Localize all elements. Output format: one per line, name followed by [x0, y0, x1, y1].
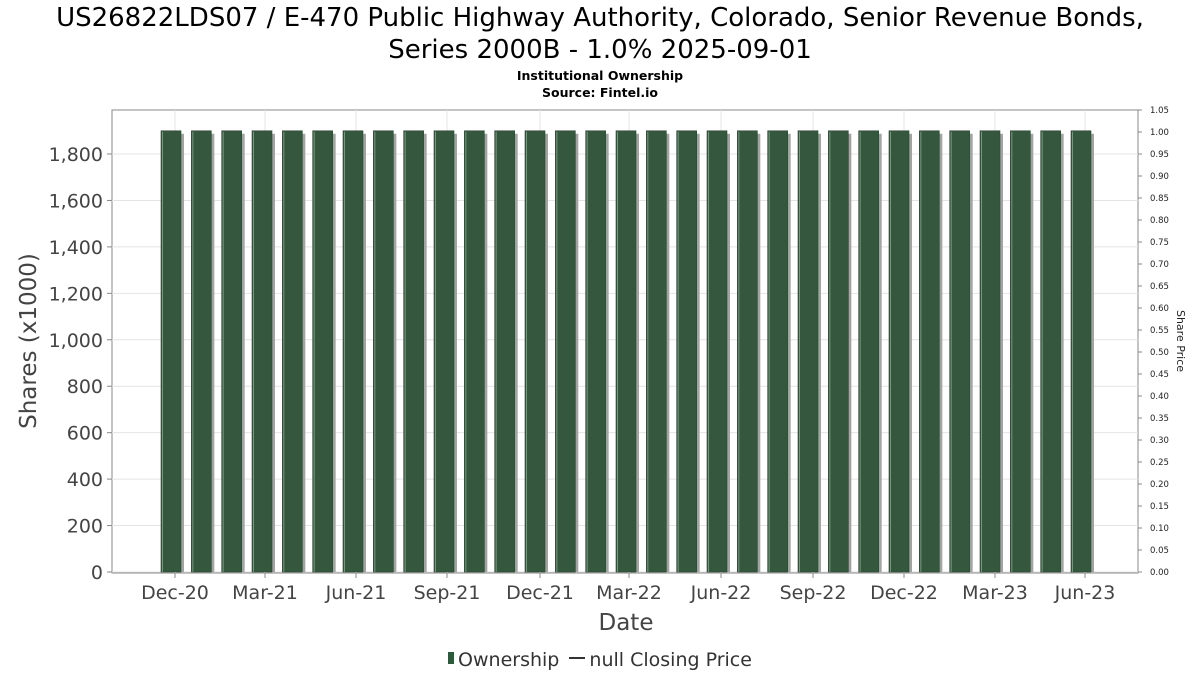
y-tick-label: 0: [91, 562, 103, 584]
bar-ownership[interactable]: [1010, 130, 1034, 573]
y2-tick-label: 0.95: [1150, 150, 1169, 160]
x-tick-label: Mar-22: [596, 582, 662, 604]
chart-source: Source: Fintel.io: [542, 85, 658, 100]
bar-ownership[interactable]: [706, 130, 730, 573]
y-tick-label: 1,200: [49, 283, 103, 305]
bar-ownership[interactable]: [828, 130, 852, 573]
bar-ownership[interactable]: [797, 130, 821, 573]
y-axis-label: Shares (x1000): [16, 253, 42, 429]
y2-tick-label: 0.90: [1150, 172, 1169, 182]
y2-tick-label: 0.00: [1150, 568, 1169, 578]
bar-ownership[interactable]: [433, 130, 457, 573]
y2-tick-label: 0.05: [1150, 546, 1169, 556]
legend-item-ownership[interactable]: Ownership: [448, 649, 559, 671]
bar-ownership[interactable]: [191, 130, 215, 573]
y-tick-label: 400: [67, 469, 103, 491]
chart-title-line-2: Series 2000B - 1.0% 2025-09-01: [388, 35, 812, 65]
x-tick-label: Mar-21: [232, 582, 298, 604]
bar-ownership[interactable]: [160, 130, 184, 573]
x-tick-label: Jun-21: [325, 582, 387, 604]
x-tick-label: Dec-20: [141, 582, 209, 604]
bar-ownership[interactable]: [221, 130, 245, 573]
y2-tick-label: 0.55: [1150, 326, 1169, 336]
y2-tick-label: 1.00: [1150, 128, 1169, 138]
bar-ownership[interactable]: [464, 130, 488, 573]
x-tick-label: Sep-22: [780, 582, 847, 604]
y2-tick-label: 0.85: [1150, 194, 1169, 204]
y2-tick-label: 0.70: [1150, 260, 1169, 270]
y2-tick-label: 0.25: [1150, 458, 1169, 468]
bar-ownership[interactable]: [312, 130, 336, 573]
bar-ownership[interactable]: [251, 130, 275, 573]
x-tick-label: Sep-21: [414, 582, 481, 604]
y2-tick-label: 0.45: [1150, 370, 1169, 380]
x-tick-label: Jun-22: [690, 582, 752, 604]
bar-ownership[interactable]: [919, 130, 943, 573]
y2-tick-label: 0.15: [1150, 502, 1169, 512]
x-axis-ticks: Dec-20 Mar-21 Jun-21 Sep-21 Dec-21 Mar-22 Jun-…: [141, 573, 1115, 604]
y2-tick-label: 0.60: [1150, 304, 1169, 314]
bar-ownership[interactable]: [282, 130, 306, 573]
y2-tick-label: 0.35: [1150, 414, 1169, 424]
y-tick-label: 200: [67, 516, 103, 538]
y2-tick-label: 0.40: [1150, 392, 1169, 402]
bar-ownership[interactable]: [949, 130, 973, 573]
x-tick-label: Dec-21: [506, 582, 574, 604]
bar-ownership[interactable]: [737, 130, 761, 573]
bar-ownership[interactable]: [979, 130, 1003, 573]
chart-subtitle: Institutional Ownership: [516, 68, 684, 83]
y2-tick-label: 0.80: [1150, 216, 1169, 226]
bar-ownership[interactable]: [676, 130, 700, 573]
y-axis-ticks: 0 200 400 600 800 1,000 1,200 1,400 1,600 1,800: [49, 144, 112, 584]
y-tick-label: 1,600: [49, 190, 103, 212]
bar-ownership[interactable]: [555, 130, 579, 573]
bar-ownership[interactable]: [403, 130, 427, 573]
bar-ownership[interactable]: [615, 130, 639, 573]
bar-ownership[interactable]: [646, 130, 670, 573]
legend-item-price[interactable]: null Closing Price: [565, 649, 752, 671]
y2-tick-label: 1.05: [1150, 106, 1169, 116]
bar-ownership[interactable]: [888, 130, 912, 573]
bar-ownership[interactable]: [1040, 130, 1064, 573]
bar-ownership[interactable]: [342, 130, 366, 573]
y2-tick-label: 0.10: [1150, 524, 1169, 534]
y-tick-label: 800: [67, 376, 103, 398]
legend: Ownership null Closing Price: [0, 648, 1200, 671]
x-tick-label: Jun-23: [1054, 582, 1116, 604]
x-tick-label: Mar-23: [962, 582, 1028, 604]
y2-tick-label: 0.20: [1150, 480, 1169, 490]
bar-ownership[interactable]: [585, 130, 609, 573]
y2-tick-label: 0.50: [1150, 348, 1169, 358]
legend-price-swatch: [569, 657, 586, 659]
y-tick-label: 1,800: [49, 144, 103, 166]
legend-ownership-label: Ownership: [458, 648, 560, 671]
y2-axis-label: Share Price: [1174, 310, 1187, 372]
bar-ownership[interactable]: [524, 130, 548, 573]
y2-axis-ticks: 0.00 0.05 0.10 0.15 0.20 0.25 0.30 0.35 0.40 0.45…: [1138, 106, 1169, 578]
x-tick-label: Dec-22: [870, 582, 938, 604]
bar-ownership[interactable]: [1070, 130, 1094, 573]
y2-tick-label: 0.30: [1150, 436, 1169, 446]
chart-title-line-1: US26822LDS07 / E-470 Public Highway Auth…: [56, 3, 1144, 33]
y-tick-label: 600: [67, 423, 103, 445]
y-tick-label: 1,400: [49, 237, 103, 259]
bars: [160, 130, 1094, 573]
x-axis-label: Date: [599, 610, 654, 636]
bar-ownership[interactable]: [494, 130, 518, 573]
y2-tick-label: 0.65: [1150, 282, 1169, 292]
y2-tick-label: 0.75: [1150, 238, 1169, 248]
legend-ownership-swatch: [448, 652, 455, 664]
bar-ownership[interactable]: [373, 130, 397, 573]
legend-price-label: null Closing Price: [589, 648, 752, 671]
bar-ownership[interactable]: [767, 130, 791, 573]
y-tick-label: 1,000: [49, 330, 103, 352]
bar-ownership[interactable]: [858, 130, 882, 573]
